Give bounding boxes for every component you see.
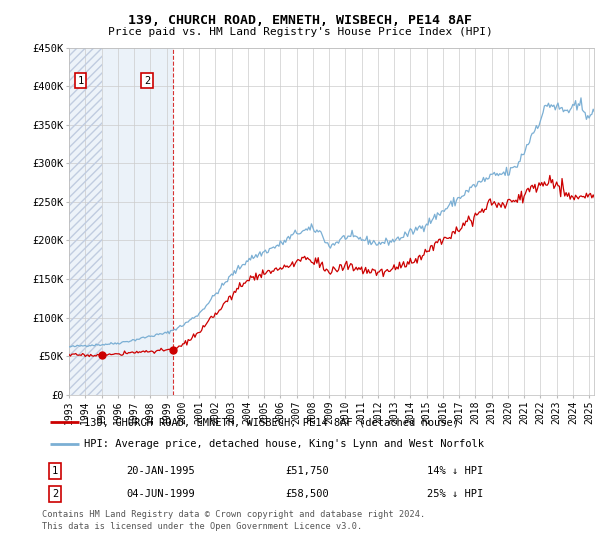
- Text: 20-JAN-1995: 20-JAN-1995: [127, 466, 195, 476]
- Text: HPI: Average price, detached house, King's Lynn and West Norfolk: HPI: Average price, detached house, King…: [84, 440, 484, 450]
- Bar: [69, 48, 103, 395]
- Text: 2: 2: [144, 76, 150, 86]
- Text: Price paid vs. HM Land Registry's House Price Index (HPI): Price paid vs. HM Land Registry's House …: [107, 27, 493, 37]
- Text: £58,500: £58,500: [285, 489, 329, 499]
- Text: £51,750: £51,750: [285, 466, 329, 476]
- Text: 1: 1: [77, 76, 83, 86]
- Text: This data is licensed under the Open Government Licence v3.0.: This data is licensed under the Open Gov…: [42, 522, 362, 531]
- Bar: [69, 48, 103, 395]
- Text: 25% ↓ HPI: 25% ↓ HPI: [427, 489, 484, 499]
- Text: 2: 2: [52, 489, 58, 499]
- Text: 14% ↓ HPI: 14% ↓ HPI: [427, 466, 484, 476]
- Text: 04-JUN-1999: 04-JUN-1999: [127, 489, 195, 499]
- Bar: [103, 48, 173, 395]
- Text: 139, CHURCH ROAD, EMNETH, WISBECH, PE14 8AF: 139, CHURCH ROAD, EMNETH, WISBECH, PE14 …: [128, 14, 472, 27]
- Text: Contains HM Land Registry data © Crown copyright and database right 2024.: Contains HM Land Registry data © Crown c…: [42, 510, 425, 519]
- Text: 139, CHURCH ROAD, EMNETH, WISBECH, PE14 8AF (detached house): 139, CHURCH ROAD, EMNETH, WISBECH, PE14 …: [84, 417, 459, 427]
- Text: 1: 1: [52, 466, 58, 476]
